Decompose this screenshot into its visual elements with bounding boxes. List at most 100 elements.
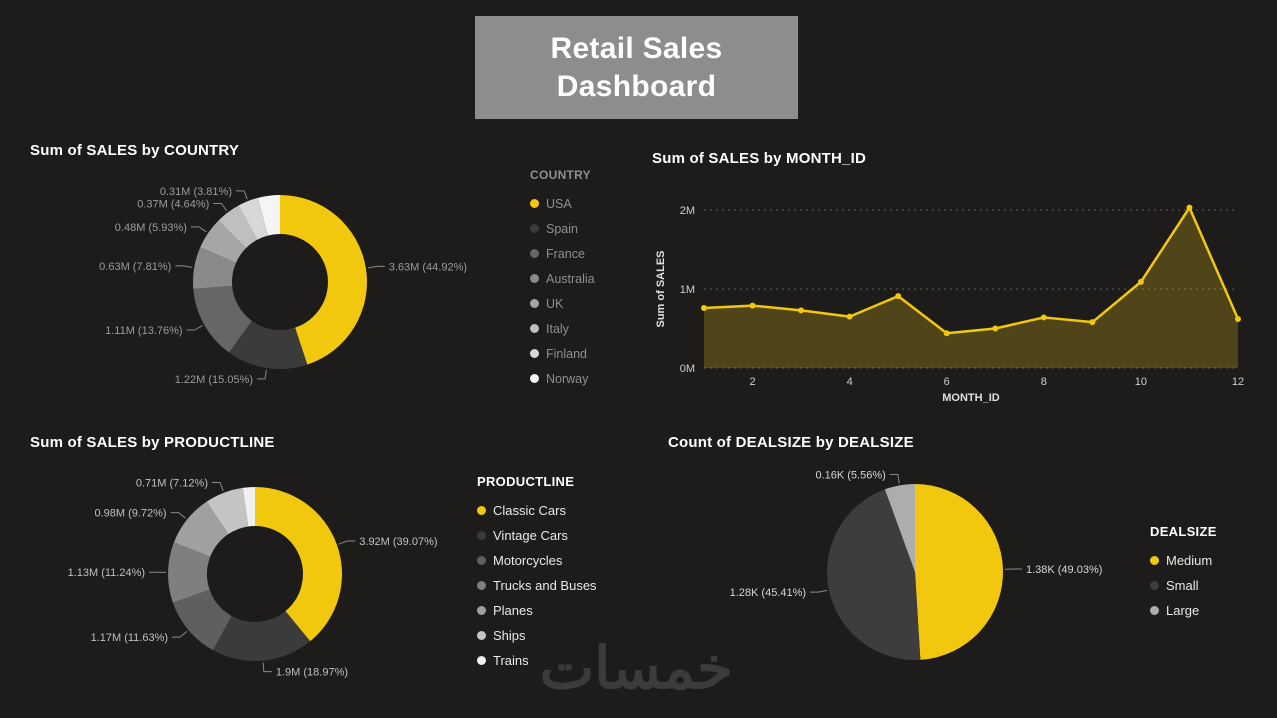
x-tick-10: 10 — [1135, 376, 1147, 388]
y-axis-title: Sum of SALES — [655, 250, 667, 327]
slice-classic-cars[interactable] — [255, 487, 342, 642]
legend-item-label: Ships — [493, 628, 526, 643]
legend-item-label: Vintage Cars — [493, 528, 568, 543]
data-point-month-10[interactable] — [1137, 278, 1144, 285]
legend-item-label: Trains — [493, 653, 529, 668]
value-label-0-16k-5-56: 0.16K (5.56%) — [815, 470, 885, 482]
legend-dealsize-header: DEALSIZE — [1150, 524, 1217, 539]
line-chart-month: 0M 1M 2M 2 4 6 8 10 12 MONTH_ID Sum of SALES — [655, 204, 1244, 404]
legend-color-dot — [477, 556, 486, 565]
slice-australia[interactable] — [193, 247, 236, 289]
label-leader-line — [338, 540, 356, 545]
value-label-0-37m-4-64: 0.37M (4.64%) — [137, 198, 209, 210]
legend-item-usa[interactable]: USA — [530, 191, 640, 216]
data-point-month-4[interactable] — [846, 313, 853, 320]
legend-item-medium[interactable]: Medium — [1150, 548, 1260, 573]
value-label-3-92m-39-07: 3.92M (39.07%) — [359, 536, 437, 548]
slice-france[interactable] — [193, 285, 252, 353]
label-leader-line — [889, 474, 900, 484]
legend-item-label: Spain — [546, 221, 578, 236]
legend-country-header: COUNTRY — [530, 168, 591, 182]
slice-vintage-cars[interactable] — [212, 611, 311, 661]
dashboard-title-line1: Retail Sales — [550, 32, 723, 65]
slice-trains[interactable] — [242, 487, 255, 527]
data-point-month-7[interactable] — [992, 325, 999, 332]
data-point-month-5[interactable] — [895, 293, 902, 300]
legend-item-label: Italy — [546, 321, 569, 336]
legend-color-dot — [530, 324, 539, 333]
legend-item-norway[interactable]: Norway — [530, 366, 640, 391]
legend-color-dot — [1150, 556, 1159, 565]
slice-uk[interactable] — [200, 220, 246, 263]
slice-trucks-and-buses[interactable] — [168, 542, 211, 603]
donut-chart-productline: 3.92M (39.07%) 1.9M (18.97%) 1.17M (11.63%… — [68, 477, 438, 678]
chart-title-month: Sum of SALES by MONTH_ID — [652, 150, 866, 167]
legend-color-dot — [1150, 606, 1159, 615]
legend-item-finland[interactable]: Finland — [530, 341, 640, 366]
legend-item-trains[interactable]: Trains — [477, 648, 617, 673]
slice-italy[interactable] — [218, 205, 258, 249]
value-label-0-31m-3-81: 0.31M (3.81%) — [160, 186, 232, 198]
y-tick-0m: 0M — [680, 363, 695, 375]
slice-large[interactable] — [884, 484, 915, 572]
label-leader-line — [190, 226, 207, 233]
legend-productline: PRODUCTLINE Classic Cars Vintage Cars Moto… — [477, 474, 617, 673]
data-point-month-3[interactable] — [798, 307, 805, 314]
legend-item-italy[interactable]: Italy — [530, 316, 640, 341]
x-tick-12: 12 — [1232, 376, 1244, 388]
slice-norway[interactable] — [257, 195, 280, 236]
legend-color-dot — [530, 299, 539, 308]
value-label-1-13m-11-24: 1.13M (11.24%) — [68, 567, 145, 579]
data-point-month-12[interactable] — [1235, 316, 1241, 323]
legend-item-uk[interactable]: UK — [530, 291, 640, 316]
legend-item-trucks-and-buses[interactable]: Trucks and Buses — [477, 573, 617, 598]
label-leader-line — [172, 630, 188, 638]
value-label-1-22m-15-05: 1.22M (15.05%) — [175, 374, 253, 386]
legend-item-small[interactable]: Small — [1150, 573, 1260, 598]
label-leader-line — [236, 190, 248, 200]
legend-color-dot — [477, 606, 486, 615]
legend-item-motorcycles[interactable]: Motorcycles — [477, 548, 617, 573]
legend-item-ships[interactable]: Ships — [477, 623, 617, 648]
legend-color-dot — [477, 656, 486, 665]
legend-color-dot — [477, 506, 486, 515]
data-point-month-9[interactable] — [1089, 319, 1096, 326]
watermark-logo: خمسات — [539, 636, 733, 701]
chart-title-country: Sum of SALES by COUNTRY — [30, 142, 240, 159]
dashboard-title-line2: Dashboard — [556, 69, 717, 103]
legend-dealsize: DEALSIZE Medium Small Large — [1150, 524, 1260, 623]
data-point-month-2[interactable] — [749, 302, 756, 309]
legend-item-vintage-cars[interactable]: Vintage Cars — [477, 523, 617, 548]
legend-item-classic-cars[interactable]: Classic Cars — [477, 498, 617, 523]
legend-item-australia[interactable]: Australia — [530, 266, 640, 291]
data-point-month-1[interactable] — [701, 304, 707, 311]
slice-planes[interactable] — [173, 501, 229, 557]
label-leader-line — [170, 512, 186, 519]
label-leader-line — [213, 202, 228, 211]
slice-finland[interactable] — [238, 197, 268, 240]
slice-spain[interactable] — [228, 320, 308, 369]
legend-item-planes[interactable]: Planes — [477, 598, 617, 623]
label-leader-line — [262, 662, 272, 673]
legend-item-spain[interactable]: Spain — [530, 216, 640, 241]
legend-item-france[interactable]: France — [530, 241, 640, 266]
slice-small[interactable] — [827, 489, 921, 660]
slice-medium[interactable] — [915, 484, 1003, 660]
data-point-month-6[interactable] — [943, 330, 950, 337]
legend-color-dot — [477, 631, 486, 640]
legend-item-label: Small — [1166, 578, 1199, 593]
y-tick-2m: 2M — [680, 205, 695, 217]
label-leader-line — [175, 265, 193, 268]
slice-motorcycles[interactable] — [172, 589, 232, 651]
slice-usa[interactable] — [280, 195, 367, 365]
legend-color-dot — [530, 274, 539, 283]
legend-color-dot — [530, 249, 539, 258]
value-label-1-28k-45-41: 1.28K (45.41%) — [730, 587, 806, 599]
slice-ships[interactable] — [206, 487, 249, 535]
x-tick-6: 6 — [944, 376, 950, 388]
y-tick-1m: 1M — [680, 284, 695, 296]
value-label-1-17m-11-63: 1.17M (11.63%) — [91, 632, 168, 644]
legend-item-large[interactable]: Large — [1150, 598, 1260, 623]
data-point-month-8[interactable] — [1040, 314, 1047, 321]
data-point-month-11[interactable] — [1186, 204, 1193, 211]
